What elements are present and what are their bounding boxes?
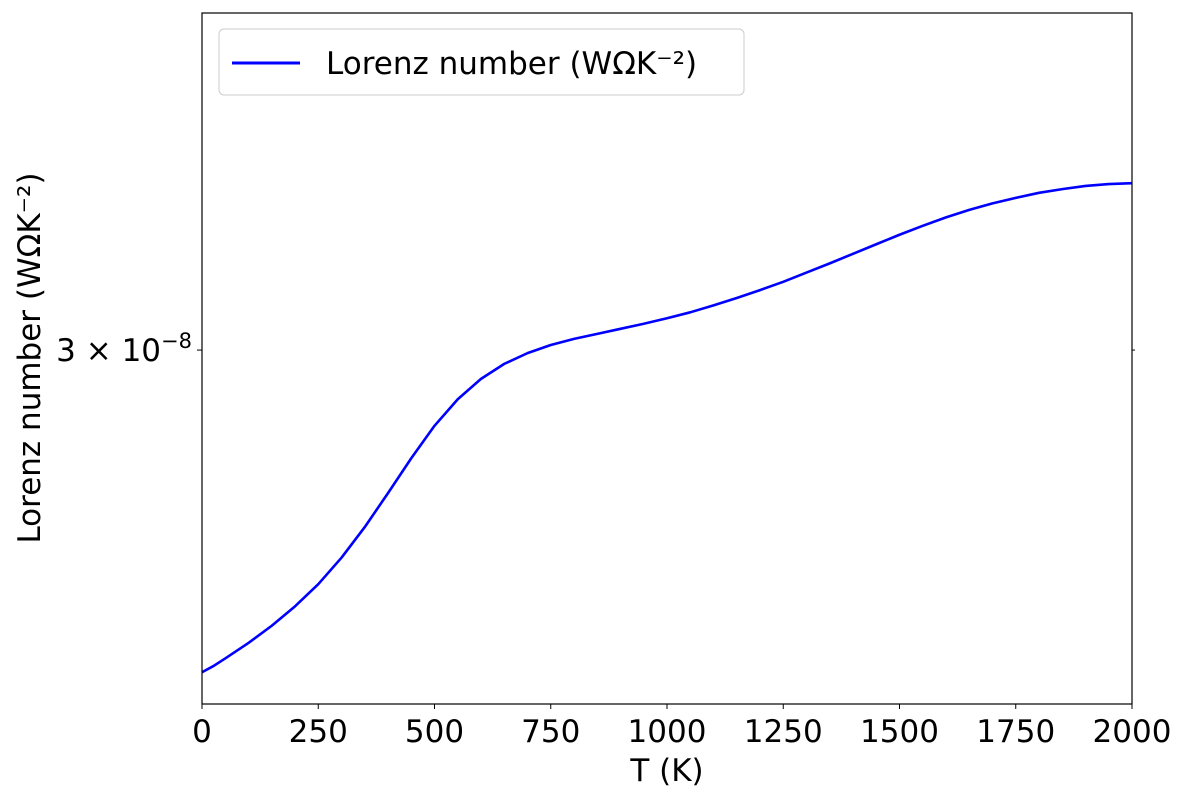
x-tick-label: 750 xyxy=(521,714,580,750)
x-tick-label: 250 xyxy=(289,714,348,750)
x-tick-label: 2000 xyxy=(1093,714,1172,750)
x-tick-label: 1000 xyxy=(628,714,707,750)
plot-background xyxy=(202,13,1132,704)
x-axis: 0 250 500 750 1000 1250 1500 1750 2000 xyxy=(192,704,1171,750)
series-layer xyxy=(201,181,1133,674)
y-axis-title: Lorenz number (WΩK⁻²) xyxy=(12,172,48,543)
x-tick-label: 1500 xyxy=(860,714,939,750)
x-tick-label: 1750 xyxy=(976,714,1055,750)
legend: Lorenz number (WΩK⁻²) xyxy=(218,28,745,96)
series-line-0 xyxy=(201,181,1133,674)
x-tick-label: 1250 xyxy=(744,714,823,750)
legend-box xyxy=(218,28,745,96)
y-axis: 3 × 10−8 xyxy=(56,329,1135,369)
legend-label: Lorenz number (WΩK⁻²) xyxy=(326,46,697,82)
y-tick-label: 3 × 10−8 xyxy=(56,329,192,369)
x-tick-label: 500 xyxy=(405,714,464,750)
x-axis-title: T (K) xyxy=(629,753,703,789)
x-tick-label: 0 xyxy=(192,714,212,750)
